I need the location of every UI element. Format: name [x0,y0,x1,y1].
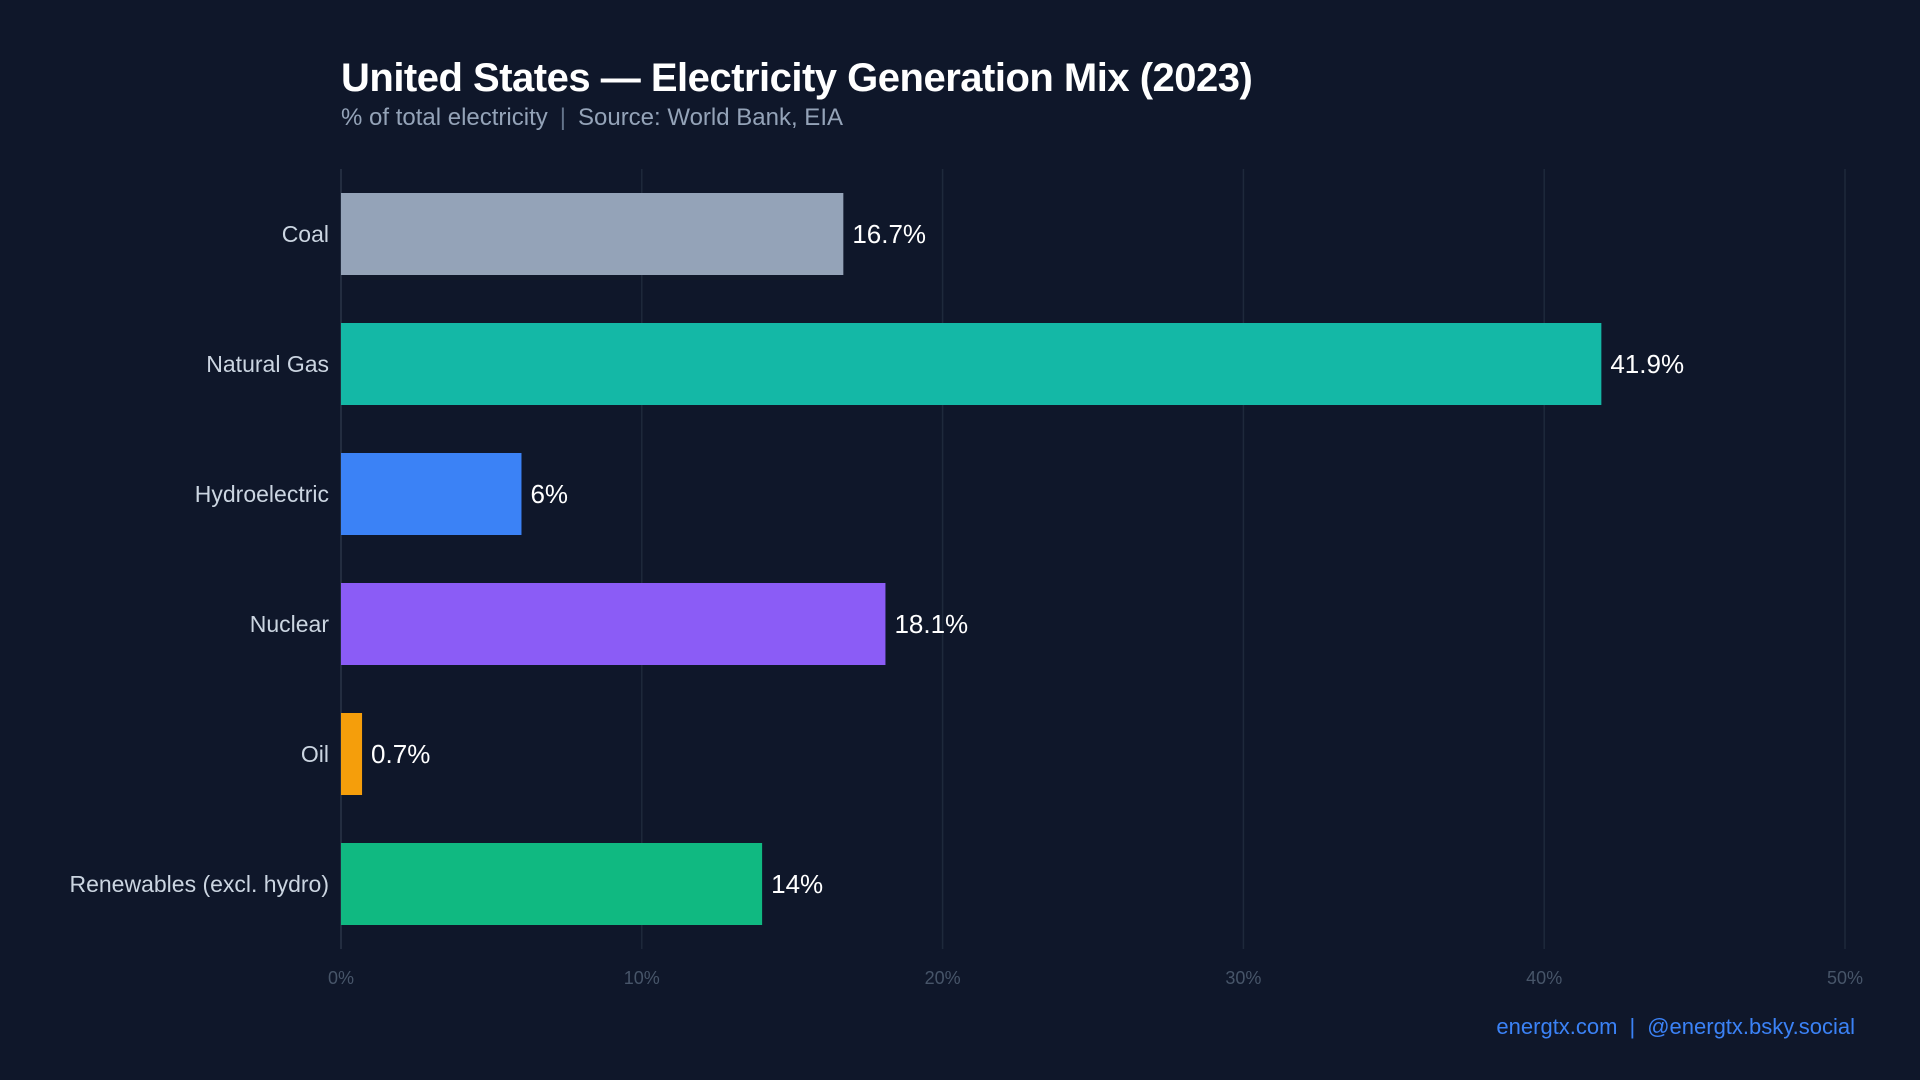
x-tick-label: 40% [1526,968,1562,988]
value-label: 14% [771,869,823,899]
x-tick-label: 10% [624,968,660,988]
category-label: Renewables (excl. hydro) [69,871,329,897]
category-label: Hydroelectric [195,481,329,507]
value-label: 18.1% [894,609,968,639]
footer-credits: energtx.com | @energtx.bsky.social [1496,1014,1855,1040]
value-label: 6% [530,479,568,509]
category-label: Coal [282,221,329,247]
x-tick-label: 20% [925,968,961,988]
x-tick-label: 50% [1827,968,1863,988]
value-label: 0.7% [371,739,430,769]
x-tick-label: 30% [1225,968,1261,988]
bar [341,453,522,535]
subtitle-divider: | [559,104,566,131]
subtitle-source: Source: World Bank, EIA [577,104,843,131]
footer-social-link[interactable]: @energtx.bsky.social [1647,1014,1855,1039]
bar [341,193,844,275]
footer-website-link[interactable]: energtx.com [1496,1014,1618,1039]
category-label: Nuclear [250,611,330,637]
value-label: 41.9% [1610,349,1684,379]
x-tick-label: 0% [328,968,354,988]
subtitle-unit: % of total electricity [341,104,548,131]
bar [341,713,363,795]
category-label: Natural Gas [206,351,329,377]
chart-title: United States — Electricity Generation M… [341,56,1253,100]
footer-divider: | [1629,1014,1636,1039]
bar [341,323,1602,405]
value-label: 16.7% [852,219,926,249]
chart-subtitle: % of total electricity | Source: World Ban… [341,104,843,132]
bar [341,843,763,925]
bar [341,583,886,665]
category-label: Oil [301,741,329,767]
